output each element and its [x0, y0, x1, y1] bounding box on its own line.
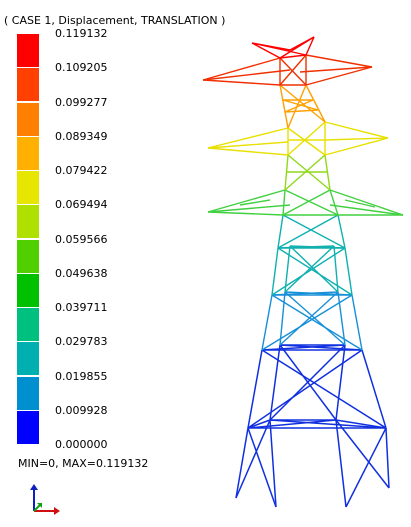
- legend-swatch: [17, 342, 39, 376]
- legend-swatch: [17, 34, 39, 68]
- axis-triad-icon: [30, 484, 60, 515]
- legend-swatch: [17, 103, 39, 137]
- legend-swatch: [17, 308, 39, 342]
- legend-tick-label: 0.049638: [55, 267, 108, 280]
- legend-swatch: [17, 274, 39, 308]
- legend-tick-label: 0.069494: [55, 198, 108, 211]
- legend-swatch: [17, 411, 39, 445]
- legend-swatch: [17, 377, 39, 411]
- color-legend: 0.119132 0.109205 0.099277 0.089349 0.079422…: [17, 27, 108, 451]
- legend-swatch: [17, 137, 39, 171]
- legend-swatch: [17, 171, 39, 205]
- legend-tick-label: 0.109205: [55, 61, 108, 74]
- legend-tick-label: 0.000000: [55, 438, 108, 451]
- legend-tick-label: 0.019855: [55, 370, 108, 383]
- legend-swatch: [17, 205, 39, 239]
- min-max-label: MIN=0, MAX=0.119132: [18, 457, 149, 470]
- legend-tick-label: 0.029783: [55, 335, 108, 348]
- legend-tick-label: 0.039711: [55, 301, 108, 314]
- legend-tick-label: 0.089349: [55, 130, 108, 143]
- legend-tick-label: 0.059566: [55, 233, 108, 246]
- legend-tick-label: 0.119132: [55, 27, 108, 40]
- result-title: ( CASE 1, Displacement, TRANSLATION ): [4, 14, 226, 27]
- legend-swatch: [17, 240, 39, 274]
- legend-tick-label: 0.099277: [55, 96, 108, 109]
- legend-tick-label: 0.079422: [55, 164, 108, 177]
- legend-tick-label: 0.009928: [55, 404, 108, 417]
- legend-swatch: [17, 68, 39, 102]
